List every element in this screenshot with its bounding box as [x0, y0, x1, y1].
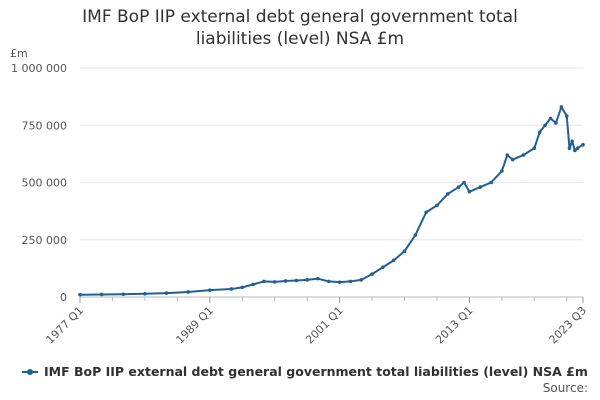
data-point — [564, 114, 569, 118]
x-tick-label: 2001 Q1 — [303, 304, 346, 347]
data-point — [143, 291, 147, 296]
x-tick-label: 2023 Q3 — [547, 304, 590, 347]
data-point — [208, 288, 212, 292]
data-point — [575, 146, 580, 150]
data-point — [316, 276, 320, 281]
data-point — [521, 153, 526, 157]
data-point — [272, 280, 277, 284]
data-point — [402, 249, 407, 253]
y-tick-label: 500 000 — [22, 177, 68, 190]
legend-label: IMF BoP IIP external debt general govern… — [44, 364, 588, 379]
y-tick-label: 750 000 — [22, 119, 68, 132]
y-axis-unit-label: £m — [10, 47, 28, 60]
data-point — [570, 139, 574, 144]
data-point — [554, 121, 558, 125]
data-point — [413, 233, 418, 237]
series-line — [79, 105, 584, 296]
data-point — [567, 146, 572, 150]
data-point — [505, 153, 510, 157]
data-point — [543, 123, 547, 128]
data-point — [462, 180, 466, 185]
data-point — [548, 116, 553, 121]
data-point — [489, 180, 493, 185]
data-point — [326, 279, 331, 284]
data-point — [294, 278, 299, 283]
y-tick-label: 1 000 000 — [11, 62, 67, 75]
data-point — [573, 148, 577, 153]
data-point — [99, 292, 104, 297]
data-point — [262, 279, 266, 284]
legend: IMF BoP IIP external debt general govern… — [22, 364, 588, 379]
x-tick-label: 1989 Q1 — [173, 304, 216, 347]
data-point — [537, 130, 542, 134]
data-point — [305, 278, 309, 282]
data-point — [559, 105, 564, 109]
data-point — [78, 292, 82, 297]
legend-swatch — [22, 368, 38, 375]
data-point — [581, 142, 585, 147]
data-point — [500, 169, 504, 173]
y-tick-label: 0 — [60, 291, 67, 304]
data-point — [229, 287, 234, 291]
data-point — [337, 280, 342, 284]
data-point — [424, 210, 428, 215]
data-point — [240, 285, 245, 290]
data-point — [283, 279, 288, 283]
data-point — [456, 185, 461, 189]
data-point — [532, 146, 537, 150]
data-point — [164, 291, 169, 295]
data-point — [251, 282, 255, 287]
data-point — [370, 272, 374, 276]
data-point — [445, 192, 450, 196]
data-point — [391, 258, 396, 263]
data-point — [348, 279, 353, 284]
data-point — [478, 185, 483, 189]
data-point — [467, 189, 472, 194]
data-point — [510, 157, 515, 162]
data-point — [359, 278, 364, 282]
data-point — [186, 290, 190, 294]
line-chart: £m 0 250 000 500 000 750 000 1 000 000 1977 Q1… — [10, 47, 590, 347]
data-point — [435, 203, 439, 208]
x-tick-label: 1977 Q1 — [44, 304, 87, 347]
data-point — [381, 265, 385, 270]
y-tick-label: 250 000 — [22, 234, 68, 247]
chart-title: IMF BoP IIP external debt general govern… — [82, 7, 518, 49]
data-point — [121, 292, 126, 297]
x-tick-label: 2013 Q1 — [433, 304, 476, 347]
source-note: Source: — [542, 381, 588, 395]
